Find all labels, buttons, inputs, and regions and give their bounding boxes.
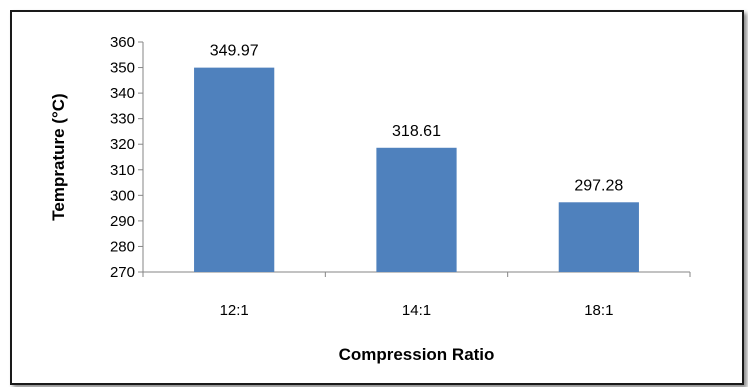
x-axis-title: Compression Ratio xyxy=(339,345,495,364)
bar xyxy=(558,202,639,272)
x-tick-label: 18:1 xyxy=(584,302,613,319)
bars xyxy=(194,67,639,272)
data-label: 349.97 xyxy=(210,43,259,60)
y-tick-label: 310 xyxy=(110,162,135,179)
y-tick-label: 320 xyxy=(110,136,135,153)
axes: 270 280 290 300 310 320 330 340 350 360 12:1 14:1 18… xyxy=(110,34,691,319)
x-tick-label: 12:1 xyxy=(220,302,249,319)
bar xyxy=(376,147,457,272)
y-tick-label: 280 xyxy=(110,238,135,255)
bar xyxy=(194,67,275,272)
y-tick-label: 340 xyxy=(110,85,135,102)
data-labels: 349.97 318.61 297.28 xyxy=(210,43,624,195)
y-tick-label: 270 xyxy=(110,264,135,281)
data-label: 318.61 xyxy=(392,123,441,140)
x-tick-label: 14:1 xyxy=(402,302,431,319)
y-tick-label: 290 xyxy=(110,213,135,230)
y-tick-label: 350 xyxy=(110,60,135,77)
y-tick-label: 360 xyxy=(110,34,135,51)
y-axis-title: Temprature (°C) xyxy=(49,93,68,220)
y-tick-label: 300 xyxy=(110,187,135,204)
data-label: 297.28 xyxy=(574,177,623,194)
y-tick-label: 330 xyxy=(110,111,135,128)
